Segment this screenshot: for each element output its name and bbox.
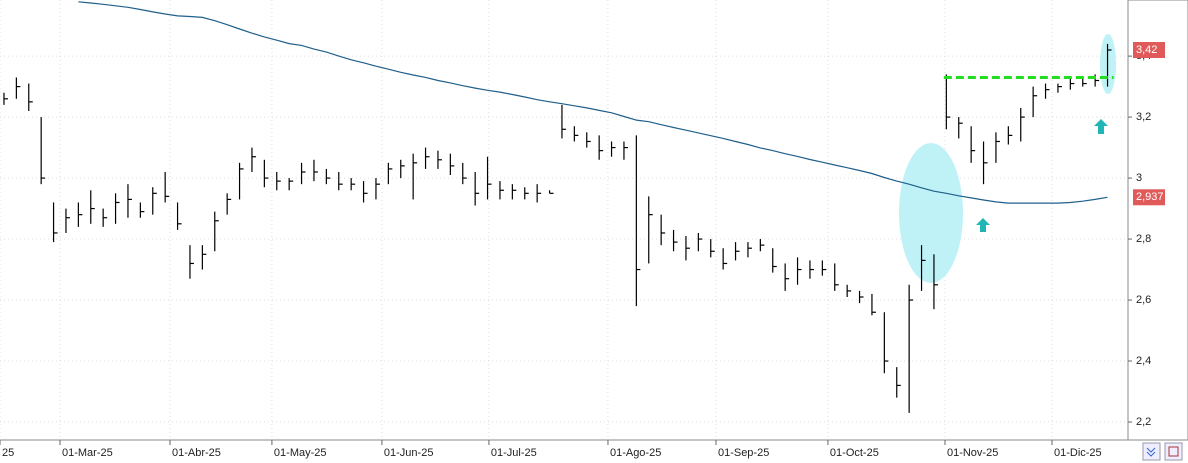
y-tick-label: 2,2 <box>1136 416 1151 428</box>
y-tick-label: 3 <box>1136 172 1142 184</box>
highlight-ellipse <box>899 143 963 283</box>
save-button[interactable] <box>1164 442 1183 461</box>
moving-average <box>78 1 1108 204</box>
icon <box>1146 447 1156 457</box>
last-price-label: 3,42 <box>1136 44 1157 56</box>
x-tick-label: 01-Ago-25 <box>610 447 661 459</box>
x-tick-label: 25 <box>2 447 14 459</box>
x-tick-label: 01-Dic-25 <box>1054 447 1102 459</box>
x-tick-label: 01-Nov-25 <box>947 447 998 459</box>
ma-value-label: 2,937 <box>1136 191 1164 203</box>
up-arrow <box>1094 119 1108 134</box>
x-tick-label: 01-Abr-25 <box>172 447 221 459</box>
x-tick-label: 01-Oct-25 <box>830 447 879 459</box>
y-tick-label: 2,4 <box>1136 355 1151 367</box>
x-tick-label: 01-Jun-25 <box>384 447 434 459</box>
x-tick-label: 01-Sep-25 <box>718 447 769 459</box>
last-price-box <box>1133 42 1165 59</box>
x-tick-label: 01-Mar-25 <box>62 447 113 459</box>
up-arrow <box>976 218 990 232</box>
x-tick-label: 01-Jul-25 <box>491 447 537 459</box>
y-tick-label: 2,6 <box>1136 294 1151 306</box>
y-tick-label: 2,8 <box>1136 233 1151 245</box>
y-tick-label: 3,2 <box>1136 111 1151 123</box>
x-tick-label: 01-May-25 <box>274 447 327 459</box>
icon <box>1168 446 1179 457</box>
ma-value-box <box>1133 189 1165 206</box>
price-axis <box>1127 0 1188 441</box>
